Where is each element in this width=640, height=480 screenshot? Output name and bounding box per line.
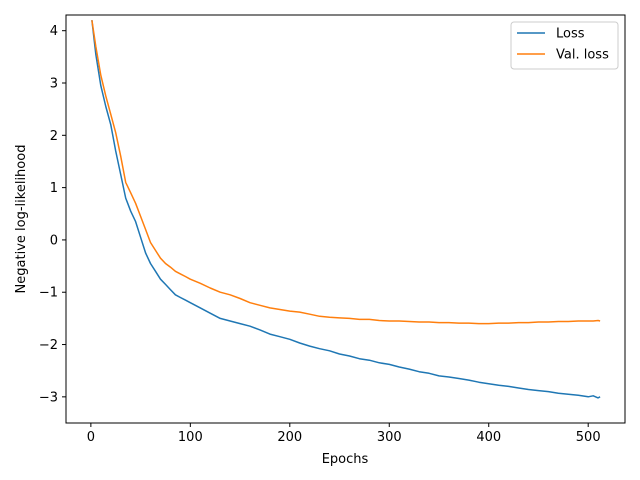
- y-tick-label: 3: [50, 77, 58, 92]
- x-tick-label: 100: [178, 430, 203, 445]
- y-tick-label: −1: [39, 286, 58, 301]
- legend: Loss Val. loss: [510, 21, 619, 70]
- plot-frame: [65, 14, 626, 424]
- y-tick-label: 2: [50, 129, 58, 144]
- series-line-val-loss: [91, 20, 601, 325]
- x-tick-label: 300: [377, 430, 402, 445]
- y-axis-label: Negative log-likelihood: [14, 145, 29, 294]
- y-axis: −3 −2 −1 0 1 2 3 4: [39, 24, 66, 405]
- legend-label: Val. loss: [556, 48, 609, 63]
- x-tick-label: 500: [576, 430, 601, 445]
- series-line-loss: [91, 20, 601, 399]
- x-axis: 0 100 200 300 400 500: [87, 423, 601, 445]
- series-layer: [91, 20, 601, 399]
- x-axis-label: Epochs: [322, 452, 369, 467]
- legend-label: Loss: [556, 27, 585, 42]
- x-tick-label: 0: [87, 430, 95, 445]
- y-tick-label: −3: [39, 390, 58, 405]
- y-tick-label: 4: [50, 24, 58, 39]
- x-tick-label: 400: [476, 430, 501, 445]
- y-tick-label: 1: [50, 181, 58, 196]
- y-tick-label: 0: [50, 233, 58, 248]
- x-tick-label: 200: [277, 430, 302, 445]
- y-tick-label: −2: [39, 338, 58, 353]
